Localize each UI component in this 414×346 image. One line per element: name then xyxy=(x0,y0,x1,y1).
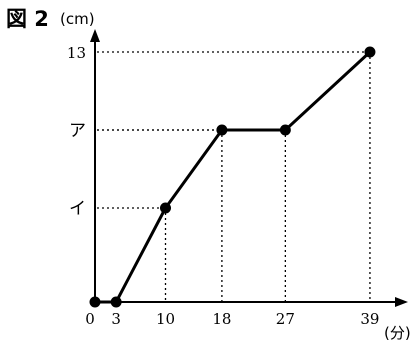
y-tick-label-1: ア xyxy=(69,121,86,141)
data-point-0 xyxy=(89,296,101,308)
x-axis-unit: (分) xyxy=(384,324,411,342)
x-tick-label-10: 10 xyxy=(156,310,175,328)
y-tick-label-2: 13 xyxy=(67,44,86,62)
data-point-5 xyxy=(364,46,376,58)
data-point-1 xyxy=(110,296,122,308)
y-axis-unit: (cm) xyxy=(60,10,95,28)
x-tick-label-39: 39 xyxy=(360,310,379,328)
data-point-3 xyxy=(216,124,228,136)
data-point-4 xyxy=(279,124,291,136)
x-tick-label-27: 27 xyxy=(276,310,295,328)
x-axis-arrow xyxy=(395,297,408,307)
series-line xyxy=(93,50,372,304)
x-tick-label-18: 18 xyxy=(212,310,231,328)
y-tick-label-0: イ xyxy=(69,199,86,219)
y-axis-arrow xyxy=(90,29,100,42)
x-tick-label-3: 3 xyxy=(111,310,121,328)
origin-label: 0 xyxy=(85,310,95,328)
figure-label: 図 2 xyxy=(6,7,49,31)
data-point-2 xyxy=(160,202,171,214)
